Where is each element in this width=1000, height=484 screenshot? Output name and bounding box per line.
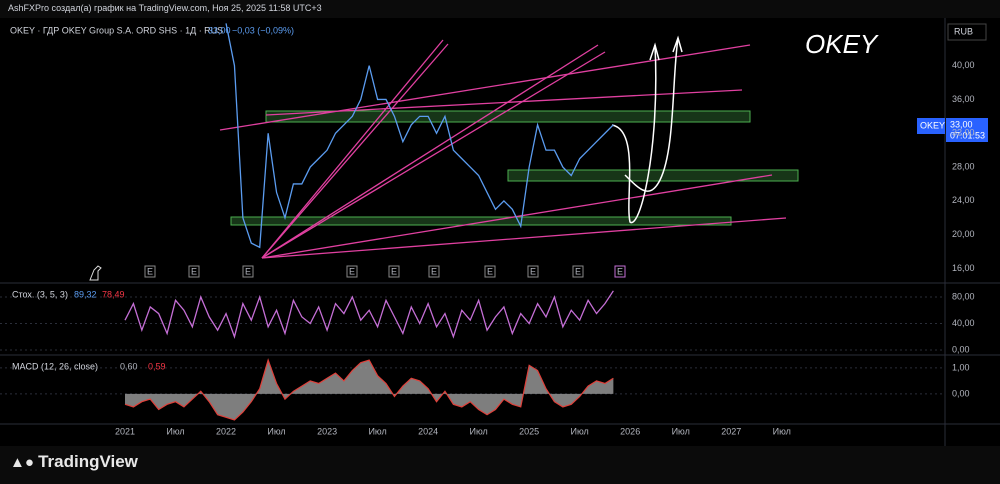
arrows: [611, 35, 683, 224]
y-tick-label: 36,00: [952, 94, 975, 104]
tag-ticker: OKEY: [920, 120, 945, 130]
x-tick-label: Июл: [672, 426, 690, 436]
event-marker: E: [617, 266, 623, 276]
x-tick-label: Июл: [773, 426, 791, 436]
event-marker: E: [245, 266, 251, 276]
change: −0,03 (−0,09%): [232, 25, 294, 35]
panel-title: Стох. (3, 5, 3): [12, 289, 68, 299]
currency: RUB: [954, 26, 973, 36]
macd-line: [124, 358, 614, 421]
y-tick-label: 80,00: [952, 291, 975, 301]
y-tick-label: 0,00: [952, 344, 970, 354]
event-box: [388, 265, 400, 278]
event-box: [484, 265, 496, 278]
event-marker: E: [147, 266, 153, 276]
x-tick-label: Июл: [571, 426, 589, 436]
annotation: OKEY: [805, 29, 879, 59]
y-tick-label: 1,00: [952, 362, 970, 372]
tag-ticker-box: [917, 118, 945, 134]
tag-timer: 07:01:53: [950, 130, 985, 140]
y-tick-label: 24,00: [952, 195, 975, 205]
event-marker: E: [431, 266, 437, 276]
y-tick-label: 40,00: [952, 60, 975, 70]
y-tick-label: 28,00: [952, 161, 975, 171]
price-line: [225, 23, 614, 249]
event-box: [614, 265, 626, 278]
chart-bg: [0, 18, 1000, 446]
credit: AshFXPro создал(а) график на TradingView…: [8, 3, 322, 13]
stoch-line: [124, 290, 614, 339]
x-tick-label: Июл: [267, 426, 285, 436]
brand-text: TradingView: [38, 452, 138, 471]
x-tick-label: Июл: [166, 426, 184, 436]
event-box: [572, 265, 584, 278]
event-marker: E: [487, 266, 493, 276]
y-tick-label: 32,00: [952, 128, 975, 138]
brand: ▲● TradingView: [10, 452, 138, 471]
last: 33,00: [208, 25, 231, 35]
event-box: [144, 265, 156, 278]
tag-price: 33,00: [950, 119, 973, 129]
event-marker: E: [575, 266, 581, 276]
event-marker: E: [191, 266, 197, 276]
legend-value: 78,49: [102, 289, 125, 299]
x-tick-label: Июл: [469, 426, 487, 436]
y-tick-label: 16,00: [952, 263, 975, 273]
currency-box: [947, 23, 987, 41]
x-tick-label: 2023: [317, 426, 337, 436]
x-tick-label: 2025: [519, 426, 539, 436]
event-box: [188, 265, 200, 278]
chart: OKEY · ГДР OKEY Group S.A. ORD SHS · 1Д …: [0, 18, 1000, 446]
y-tick-label: 0,00: [952, 388, 970, 398]
x-tick-label: 2024: [418, 426, 438, 436]
event-box: [428, 265, 440, 278]
logo-icon: [89, 265, 102, 281]
event-box: [242, 265, 254, 278]
zones: [230, 110, 799, 226]
symbol: OKEY · ГДР OKEY Group S.A. ORD SHS · 1Д …: [10, 25, 223, 35]
event-box: [346, 265, 358, 278]
x-tick-label: 2022: [216, 426, 236, 436]
panel-title: MACD (12, 26, close): [12, 361, 98, 371]
event-marker: E: [391, 266, 397, 276]
event-marker: E: [349, 266, 355, 276]
x-tick-label: Июл: [368, 426, 386, 436]
event-box: [527, 265, 539, 278]
x-tick-label: 2026: [620, 426, 640, 436]
x-tick-label: 2027: [721, 426, 741, 436]
legend-value: 0,59: [148, 361, 166, 371]
x-tick-label: 2021: [115, 426, 135, 436]
legend-value: 89,32: [74, 289, 97, 299]
legend-value: 0,60: [120, 361, 138, 371]
panel-borders: [0, 18, 1000, 446]
event-marker: E: [530, 266, 536, 276]
y-tick-label: 20,00: [952, 229, 975, 239]
macd-area: [125, 360, 614, 420]
tag-box: [946, 118, 988, 142]
trendlines: [219, 39, 787, 259]
y-tick-label: 40,00: [952, 318, 975, 328]
